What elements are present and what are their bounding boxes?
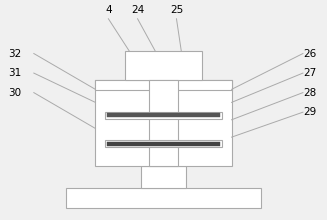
Bar [66, 188, 261, 208]
Bar [141, 167, 186, 188]
Bar [95, 80, 232, 90]
Bar [105, 112, 222, 119]
Bar [149, 80, 178, 167]
Text: 24: 24 [131, 5, 144, 15]
Bar [125, 51, 202, 80]
Text: 32: 32 [8, 49, 21, 59]
Text: 29: 29 [303, 107, 316, 117]
Bar [107, 142, 220, 146]
Text: 25: 25 [170, 5, 183, 15]
Text: 4: 4 [105, 5, 112, 15]
Text: 31: 31 [8, 68, 21, 78]
Bar [107, 114, 220, 117]
Bar [105, 140, 222, 147]
Text: 27: 27 [303, 68, 316, 78]
Text: 30: 30 [8, 88, 21, 98]
Text: 28: 28 [303, 88, 316, 98]
Bar [95, 80, 232, 167]
Text: 26: 26 [303, 49, 316, 59]
